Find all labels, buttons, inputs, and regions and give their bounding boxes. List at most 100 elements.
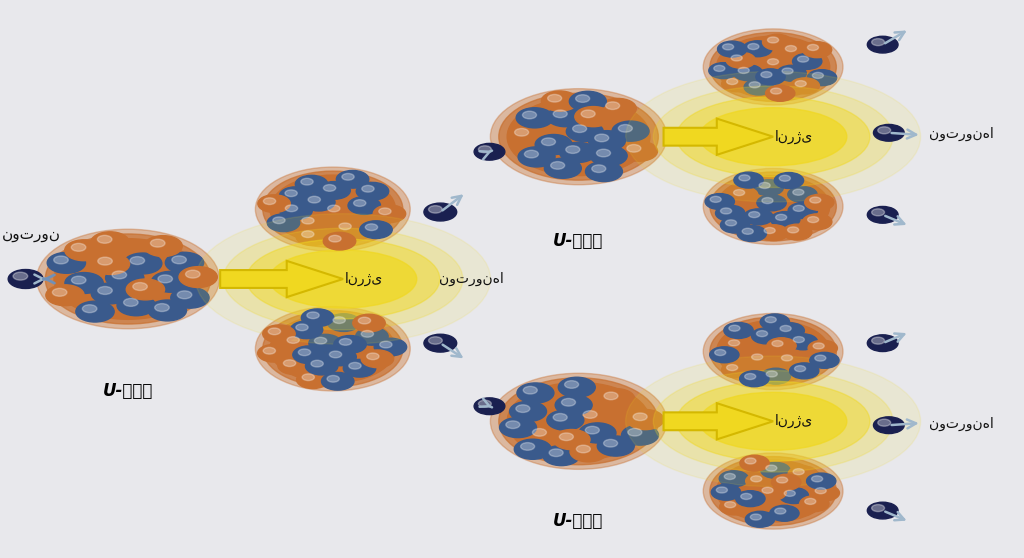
Circle shape bbox=[751, 514, 762, 520]
Circle shape bbox=[339, 223, 351, 230]
Circle shape bbox=[524, 150, 539, 158]
Circle shape bbox=[358, 317, 371, 324]
Circle shape bbox=[286, 205, 298, 211]
Circle shape bbox=[575, 95, 590, 102]
Circle shape bbox=[324, 348, 356, 365]
Circle shape bbox=[737, 225, 766, 242]
Circle shape bbox=[715, 349, 726, 355]
Circle shape bbox=[759, 182, 770, 189]
Circle shape bbox=[46, 285, 84, 306]
Circle shape bbox=[815, 355, 826, 361]
Circle shape bbox=[779, 175, 791, 181]
Circle shape bbox=[873, 124, 904, 141]
Circle shape bbox=[280, 202, 312, 220]
Circle shape bbox=[45, 234, 211, 324]
Text: نوترون‌ها: نوترون‌ها bbox=[438, 272, 504, 286]
Circle shape bbox=[572, 125, 587, 132]
Circle shape bbox=[815, 488, 826, 494]
Circle shape bbox=[867, 36, 898, 53]
Circle shape bbox=[133, 282, 147, 291]
Circle shape bbox=[255, 306, 411, 391]
Circle shape bbox=[361, 350, 393, 368]
Circle shape bbox=[507, 382, 650, 460]
Circle shape bbox=[282, 334, 314, 352]
Circle shape bbox=[781, 355, 793, 361]
Circle shape bbox=[490, 373, 667, 469]
Circle shape bbox=[710, 317, 837, 386]
Circle shape bbox=[717, 176, 829, 237]
Circle shape bbox=[97, 286, 113, 295]
Circle shape bbox=[788, 466, 817, 482]
Circle shape bbox=[621, 141, 657, 161]
Circle shape bbox=[518, 147, 555, 167]
Circle shape bbox=[309, 334, 341, 352]
Ellipse shape bbox=[196, 214, 490, 344]
Circle shape bbox=[566, 122, 603, 142]
Circle shape bbox=[767, 338, 797, 354]
Circle shape bbox=[13, 272, 28, 280]
Circle shape bbox=[561, 398, 575, 406]
Circle shape bbox=[517, 383, 554, 403]
Circle shape bbox=[307, 312, 319, 319]
Circle shape bbox=[506, 421, 520, 429]
Circle shape bbox=[761, 463, 791, 478]
Circle shape bbox=[263, 198, 275, 205]
Circle shape bbox=[780, 325, 792, 331]
Text: انرژی: انرژی bbox=[344, 272, 383, 286]
Circle shape bbox=[553, 430, 590, 450]
Circle shape bbox=[574, 107, 611, 127]
Circle shape bbox=[873, 417, 904, 434]
Circle shape bbox=[772, 340, 783, 347]
Circle shape bbox=[805, 498, 816, 504]
Circle shape bbox=[710, 32, 837, 102]
Circle shape bbox=[743, 209, 773, 225]
Circle shape bbox=[581, 110, 595, 118]
Circle shape bbox=[373, 205, 406, 223]
Circle shape bbox=[542, 138, 555, 146]
Circle shape bbox=[742, 228, 754, 234]
Circle shape bbox=[126, 279, 165, 300]
Circle shape bbox=[733, 65, 763, 80]
Circle shape bbox=[583, 411, 597, 418]
Circle shape bbox=[520, 442, 535, 450]
Circle shape bbox=[516, 405, 529, 412]
Circle shape bbox=[263, 171, 402, 247]
Circle shape bbox=[510, 401, 547, 421]
Circle shape bbox=[499, 378, 658, 465]
Circle shape bbox=[627, 145, 641, 152]
Text: انرژی: انرژی bbox=[774, 414, 813, 429]
Circle shape bbox=[547, 410, 584, 430]
Circle shape bbox=[710, 196, 721, 203]
Circle shape bbox=[577, 445, 591, 453]
Ellipse shape bbox=[626, 71, 921, 202]
Circle shape bbox=[270, 175, 395, 243]
Circle shape bbox=[750, 82, 760, 88]
Circle shape bbox=[290, 321, 323, 339]
Circle shape bbox=[784, 490, 796, 497]
Circle shape bbox=[785, 46, 797, 51]
Circle shape bbox=[353, 314, 385, 332]
Circle shape bbox=[810, 485, 840, 501]
Circle shape bbox=[579, 423, 616, 443]
Circle shape bbox=[478, 400, 492, 407]
Circle shape bbox=[559, 433, 573, 441]
Circle shape bbox=[800, 496, 829, 512]
Circle shape bbox=[756, 69, 785, 85]
Circle shape bbox=[746, 351, 776, 367]
Circle shape bbox=[302, 193, 335, 211]
Circle shape bbox=[599, 98, 636, 118]
Circle shape bbox=[311, 360, 324, 367]
Circle shape bbox=[761, 71, 772, 78]
Ellipse shape bbox=[626, 356, 921, 487]
Circle shape bbox=[597, 149, 610, 157]
Circle shape bbox=[725, 220, 736, 226]
Circle shape bbox=[871, 504, 885, 512]
Circle shape bbox=[545, 158, 582, 179]
Circle shape bbox=[177, 291, 191, 299]
Circle shape bbox=[722, 76, 751, 92]
Circle shape bbox=[771, 211, 800, 228]
Circle shape bbox=[366, 224, 378, 230]
Circle shape bbox=[813, 343, 824, 349]
Circle shape bbox=[298, 349, 310, 355]
Circle shape bbox=[151, 239, 165, 247]
